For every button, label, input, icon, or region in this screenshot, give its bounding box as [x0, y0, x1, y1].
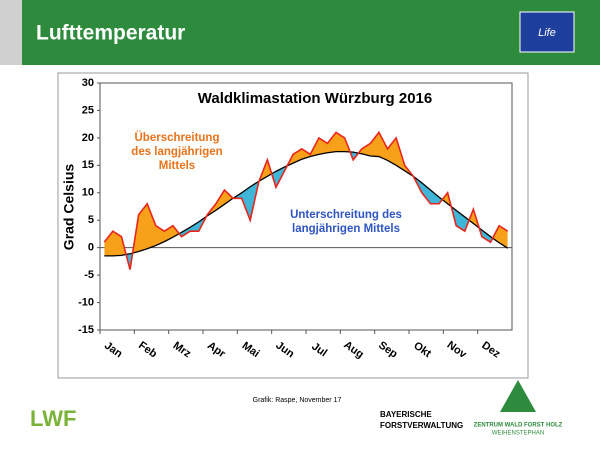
- plot-area: [99, 82, 513, 331]
- lwf-logo: LWF: [30, 406, 76, 431]
- y-tick-label: 0: [88, 242, 94, 254]
- y-tick-label: -5: [84, 269, 94, 281]
- y-tick-label: -15: [78, 324, 94, 336]
- series-line: [103, 130, 509, 270]
- header-bar: [22, 0, 600, 65]
- zentrum-logo: [500, 380, 536, 412]
- y-tick-label: -10: [78, 296, 94, 308]
- y-tick-label: 15: [82, 159, 94, 171]
- bayern-line-2: FORSTVERWALTUNG: [380, 421, 463, 430]
- slide-title: Lufttemperatur: [36, 22, 185, 45]
- credit: Grafik: Raspe, November 17: [253, 397, 342, 404]
- annotation: Mittels: [159, 160, 195, 172]
- annotation: Überschreitung: [135, 131, 220, 144]
- y-tick-label: 30: [82, 77, 94, 89]
- header-strip: [0, 0, 22, 65]
- zentrum-line-2: WEIHENSTEPHAN: [492, 431, 544, 437]
- eu-logo-text: Life: [538, 27, 556, 39]
- y-tick-label: 10: [82, 187, 94, 199]
- bayern-line-1: BAYERISCHE: [380, 410, 432, 419]
- y-tick-label: 5: [88, 214, 94, 226]
- chart-title: Waldklimastation Würzburg 2016: [198, 90, 433, 107]
- annotation: Unterschreitung des: [290, 209, 402, 221]
- annotation: langjährigen Mittels: [292, 223, 400, 235]
- y-axis-label: Grad Celsius: [61, 164, 77, 251]
- annotation: des langjährigen: [131, 146, 222, 158]
- series-line: [104, 150, 509, 257]
- eu-logo: [519, 11, 575, 53]
- zentrum-line-1: ZENTRUM WALD FORST HOLZ: [474, 423, 563, 429]
- y-tick-label: 20: [82, 132, 94, 144]
- y-tick-label: 25: [82, 104, 94, 116]
